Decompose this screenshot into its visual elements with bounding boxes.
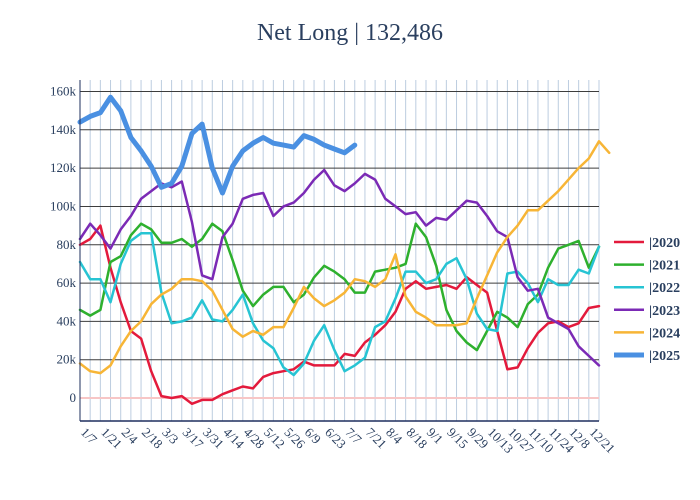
- y-tick-label: 60k: [57, 275, 77, 290]
- x-tick-label: 9/15: [444, 425, 471, 452]
- legend-label: |2023: [649, 304, 680, 319]
- x-tick-label: 3/17: [180, 425, 207, 452]
- y-tick-label: 0: [70, 390, 77, 405]
- x-tick-label: 4/28: [241, 425, 268, 452]
- legend-label: |2021: [649, 259, 680, 274]
- y-tick-label: 20k: [57, 352, 77, 367]
- series-line-2021: [78, 222, 601, 352]
- x-tick-label: 5/26: [281, 425, 308, 452]
- x-tick-label: 6/23: [322, 425, 349, 452]
- x-tick-label: 2/18: [139, 425, 166, 452]
- x-tick-label: 1/7: [78, 425, 101, 448]
- x-tick-label: 9/29: [465, 425, 492, 452]
- y-tick-label: 100k: [50, 198, 77, 213]
- x-tick-label: 5/12: [261, 425, 288, 452]
- y-tick-label: 40k: [57, 313, 77, 328]
- x-tick-label: 7/21: [363, 425, 390, 452]
- y-tick-label: 140k: [50, 122, 77, 137]
- plot-background: [80, 80, 599, 421]
- legend-label: |2022: [649, 281, 680, 296]
- x-tick-label: 8/18: [404, 425, 431, 452]
- x-tick-label: 4/14: [220, 425, 247, 452]
- x-tick-label: 1/21: [98, 425, 125, 452]
- x-tick-label: 3/31: [200, 425, 227, 452]
- series-lines: [77, 94, 611, 406]
- axes: 020k40k60k80k100k120k140k160k1/71/212/42…: [50, 80, 618, 456]
- y-tick-label: 80k: [57, 237, 77, 252]
- chart-title: Net Long | 132,486: [257, 20, 443, 46]
- series-line-2024: [78, 140, 611, 375]
- legend-label: |2020: [649, 236, 680, 251]
- y-tick-label: 160k: [50, 83, 77, 98]
- series-line-2025: [77, 94, 358, 196]
- series-line-2022: [78, 232, 601, 377]
- legend-label: |2024: [649, 326, 680, 341]
- legend-label: |2025: [649, 349, 680, 364]
- legend: |2020 |2021 |2022 |2023 |2024 |2025: [614, 236, 680, 364]
- y-tick-label: 120k: [50, 160, 77, 175]
